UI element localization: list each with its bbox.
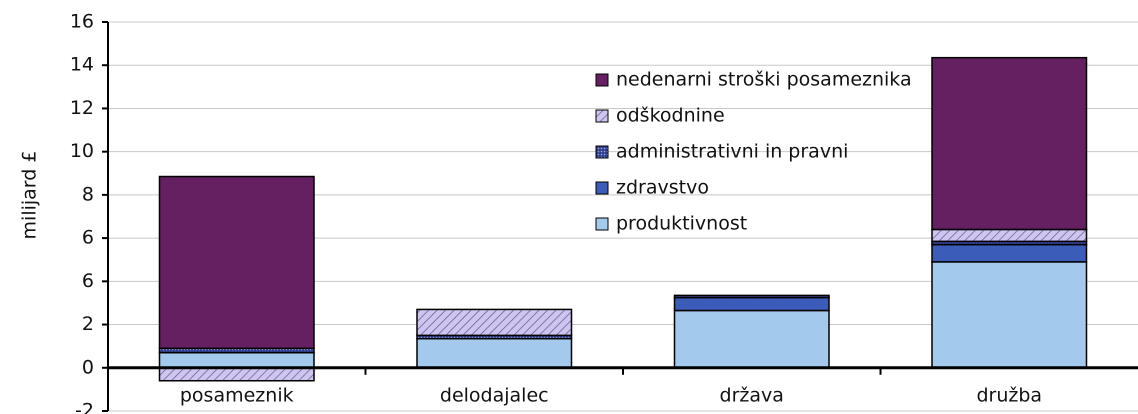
legend-swatch [595,109,609,123]
bar-segment [158,175,315,350]
legend-label: odškodnine [616,105,725,127]
y-tick-label: 12 [70,97,94,119]
x-tick-label: družba [976,384,1042,406]
y-tick-label: 14 [70,54,94,76]
bar-segment [673,309,830,369]
bar-segment [931,243,1088,263]
y-tick-label: -2 [75,400,94,414]
legend-label: produktivnost [616,213,747,235]
bar-segment [158,367,315,382]
bar-segment [673,296,830,312]
legend-label: administrativni in pravni [616,141,848,163]
y-tick-label: 2 [82,313,94,335]
y-tick-label: 0 [82,356,94,378]
bar-segment [931,261,1088,369]
legend-label: zdravstvo [616,177,709,199]
y-tick-label: 6 [82,227,94,249]
legend-swatch [595,217,609,231]
bar-segment [673,294,830,299]
y-tick-label: 16 [70,11,94,33]
x-tick-label: delodajalec [440,384,549,406]
x-tick-label: država [720,384,784,406]
x-tick-label: posameznik [180,384,294,406]
bar-segment [416,308,573,337]
bar-segment [931,228,1088,243]
y-tick-label: 8 [82,183,94,205]
legend-swatch [595,145,609,159]
bar-segment [931,56,1088,231]
y-tick-label: 10 [70,140,94,162]
legend-swatch [595,73,609,87]
y-axis-label: milijard £ [19,151,41,240]
bar-segment [158,351,315,369]
y-tick-label: 6 [82,270,94,292]
legend-label: nedenarni stroški posameznika [616,69,912,91]
legend-swatch [595,181,609,195]
bar-segment [416,337,573,369]
